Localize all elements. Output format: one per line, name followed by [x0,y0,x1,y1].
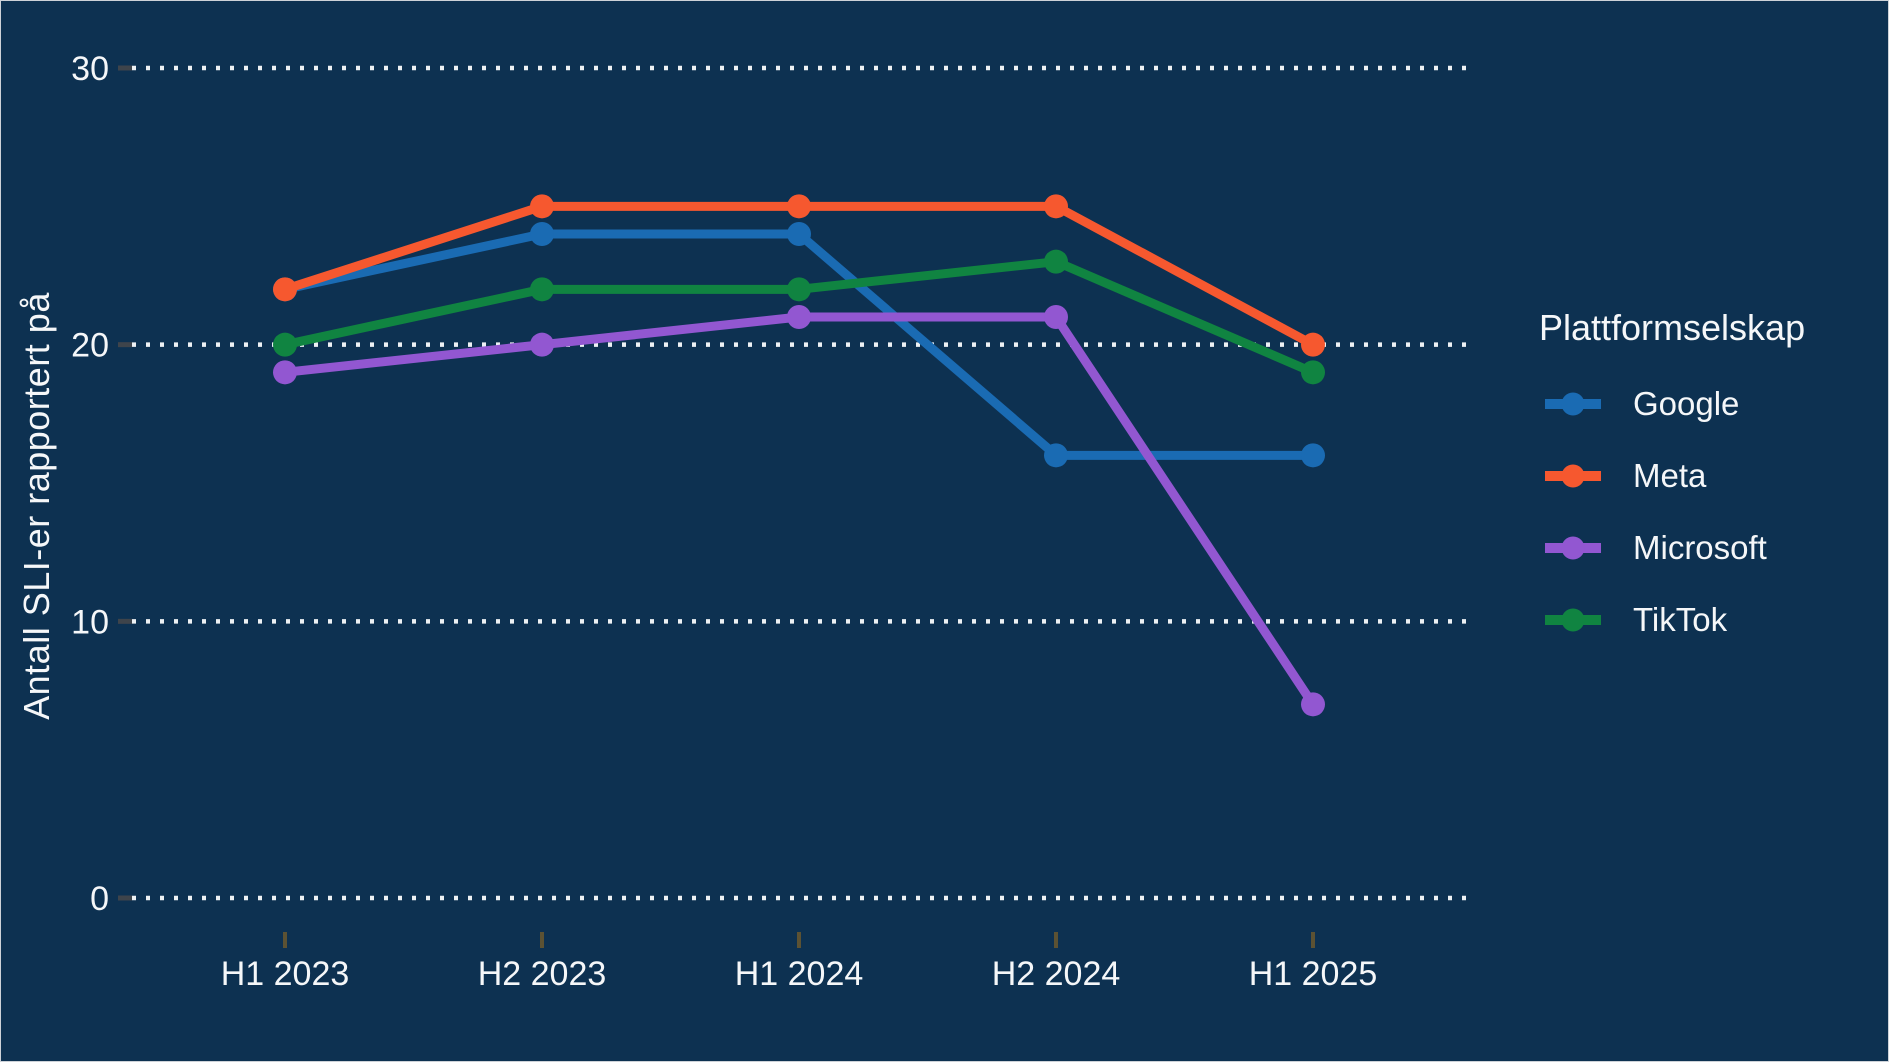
y-tick-label-30: 30 [71,50,109,88]
series-point-meta-5 [1301,332,1325,357]
series-point-google-5 [1301,443,1325,468]
series-point-google-2 [530,221,554,246]
legend-key-tiktok-icon [1545,608,1601,632]
x-tick-label-1: H1 2023 [221,955,350,993]
series-point-microsoft-1 [273,360,297,385]
legend: Plattformselskap Google Meta Microsoft TikT… [1539,301,1805,656]
legend-label-microsoft: Microsoft [1633,529,1767,566]
series-line-microsoft [280,312,1318,709]
legend-item-google: Google [1539,368,1805,440]
legend-label-tiktok: TikTok [1633,601,1728,638]
legend-title: Plattformselskap [1539,307,1806,348]
series-point-microsoft-5 [1301,692,1325,717]
series-point-microsoft-3 [787,304,811,329]
legend-label-meta: Meta [1633,457,1707,494]
series-point-microsoft-2 [530,332,554,357]
series-point-meta-1 [273,277,297,302]
legend-item-microsoft: Microsoft [1539,512,1805,584]
x-tick-label-3: H1 2024 [735,955,864,993]
legend-item-tiktok: TikTok [1539,584,1805,656]
legend-key-microsoft-icon [1545,536,1601,560]
series-point-meta-4 [1044,194,1068,219]
legend-key-meta-icon [1545,464,1601,488]
series-point-tiktok-5 [1301,360,1325,385]
series-point-google-4 [1044,443,1068,468]
x-tick-label-5: H1 2025 [1249,955,1378,993]
series-point-meta-3 [787,194,811,219]
series-point-meta-2 [530,194,554,219]
legend-key-dot [1561,608,1585,632]
legend-key-dot [1561,536,1585,560]
series-point-tiktok-4 [1044,249,1068,274]
legend-item-meta: Meta [1539,440,1805,512]
legend-key-dot [1561,464,1585,488]
series-point-tiktok-1 [273,332,297,357]
x-tick-label-2: H2 2023 [478,955,607,993]
y-tick-label-10: 10 [71,603,109,641]
y-tick-label-0: 0 [90,880,109,918]
x-tick-label-4: H2 2024 [992,955,1121,993]
legend-key-dot [1561,392,1585,416]
series-line-google [280,229,1318,460]
legend-items: Google Meta Microsoft TikTok [1539,368,1805,656]
series-point-tiktok-3 [787,277,811,302]
legend-label-google: Google [1633,385,1740,422]
series-point-tiktok-2 [530,277,554,302]
series-point-google-3 [787,221,811,246]
legend-key-google-icon [1545,392,1601,416]
series-point-microsoft-4 [1044,304,1068,329]
y-tick-label-20: 20 [71,327,109,365]
